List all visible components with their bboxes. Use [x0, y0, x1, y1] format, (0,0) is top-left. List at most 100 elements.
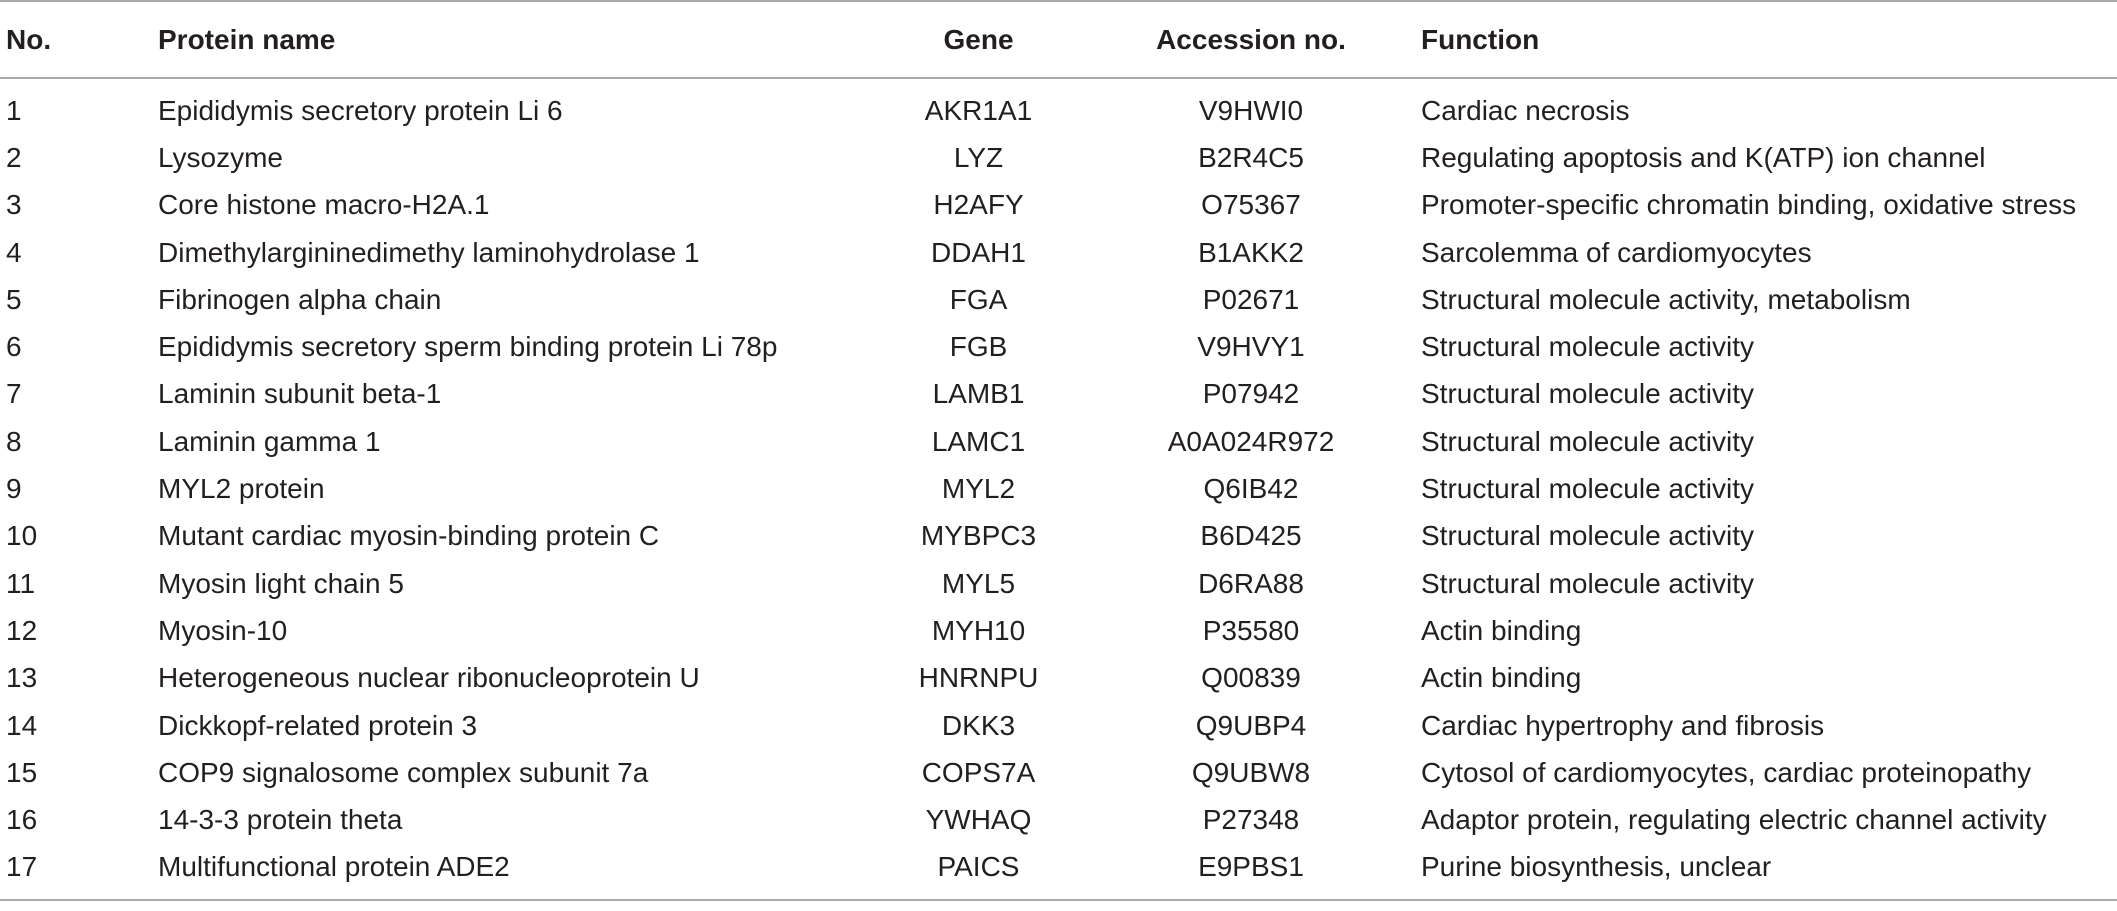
cell-no: 8 — [6, 425, 22, 457]
cell-accession: Q9UBP4 — [1195, 709, 1307, 741]
cell-function: Structural molecule activity — [1421, 425, 1755, 457]
cell-function: Actin binding — [1421, 614, 1582, 646]
cell-gene: MYL5 — [941, 567, 1016, 599]
cell-gene: YWHAQ — [925, 804, 1032, 836]
cell-protein-name: Lysozyme — [158, 141, 284, 173]
cell-gene: LAMB1 — [932, 378, 1025, 410]
cell-no: 4 — [6, 236, 22, 268]
cell-function: Structural molecule activity, metabolism — [1421, 283, 1911, 315]
cell-gene: AKR1A1 — [924, 94, 1033, 126]
table-row: 13 Heterogeneous nuclear ribonucleoprotei… — [0, 655, 2117, 702]
cell-accession: P02671 — [1202, 283, 1300, 315]
header-protein-name: Protein name — [158, 23, 336, 55]
cell-gene: MYH10 — [931, 614, 1026, 646]
cell-protein-name: Laminin gamma 1 — [158, 425, 381, 457]
cell-accession: B6D425 — [1200, 520, 1302, 552]
cell-protein-name: COP9 signalosome complex subunit 7a — [158, 756, 649, 788]
cell-function: Structural molecule activity — [1421, 567, 1755, 599]
cell-gene: HNRNPU — [918, 662, 1039, 694]
table-row: 11 Myosin light chain 5 MYL5 D6RA88 Structur… — [0, 560, 2117, 607]
cell-gene: FGB — [949, 331, 1008, 363]
table-row: 1 Epididymis secretory protein Li 6 AKR1A1… — [0, 78, 2117, 134]
cell-gene: COPS7A — [921, 756, 1036, 788]
cell-no: 12 — [6, 614, 38, 646]
table-row: 14 Dickkopf-related protein 3 DKK3 Q9UBP4 Ca… — [0, 702, 2117, 749]
cell-protein-name: Epididymis secretory sperm binding prote… — [158, 331, 778, 363]
table-row: 12 Myosin-10 MYH10 P35580 Actin binding — [0, 607, 2117, 654]
cell-accession: P35580 — [1202, 614, 1300, 646]
cell-function: Adaptor protein, regulating electric cha… — [1421, 804, 2047, 836]
cell-accession: D6RA88 — [1198, 567, 1304, 599]
cell-protein-name: 14-3-3 protein theta — [158, 804, 403, 836]
cell-gene: LAMC1 — [931, 425, 1026, 457]
cell-no: 9 — [6, 473, 22, 505]
table-body: 1 Epididymis secretory protein Li 6 AKR1A1… — [0, 78, 2117, 901]
cell-protein-name: Core histone macro-H2A.1 — [158, 189, 490, 221]
table-row: 16 14-3-3 protein theta YWHAQ P27348 Adaptor… — [0, 796, 2117, 843]
cell-no: 10 — [6, 520, 38, 552]
table-row: 17 Multifunctional protein ADE2 PAICS E9PBS… — [0, 844, 2117, 901]
table-row: 7 Laminin subunit beta-1 LAMB1 P07942 Struct… — [0, 371, 2117, 418]
cell-accession: Q9UBW8 — [1191, 756, 1311, 788]
cell-function: Cardiac hypertrophy and fibrosis — [1421, 709, 1825, 741]
table-row: 3 Core histone macro-H2A.1 H2AFY O75367 Prom… — [0, 182, 2117, 229]
cell-gene: H2AFY — [933, 189, 1024, 221]
cell-function: Cytosol of cardiomyocytes, cardiac prote… — [1421, 756, 2032, 788]
cell-protein-name: Laminin subunit beta-1 — [158, 378, 442, 410]
cell-accession: V9HVY1 — [1197, 331, 1305, 363]
table-row: 6 Epididymis secretory sperm binding prot… — [0, 323, 2117, 370]
table-row: 10 Mutant cardiac myosin-binding protein … — [0, 513, 2117, 560]
cell-no: 11 — [6, 567, 36, 599]
cell-gene: DKK3 — [941, 709, 1016, 741]
cell-gene: FGA — [949, 283, 1008, 315]
table-row: 2 Lysozyme LYZ B2R4C5 Regulating apoptosis a… — [0, 134, 2117, 181]
cell-no: 7 — [6, 378, 22, 410]
cell-gene: DDAH1 — [931, 236, 1026, 268]
cell-no: 6 — [6, 331, 22, 363]
cell-protein-name: Myosin light chain 5 — [158, 567, 404, 599]
cell-no: 1 — [6, 94, 22, 126]
cell-no: 5 — [6, 283, 22, 315]
cell-function: Structural molecule activity — [1421, 473, 1755, 505]
table-row: 4 Dimethylargininedimethy laminohydrolase… — [0, 229, 2117, 276]
cell-no: 15 — [6, 756, 38, 788]
header-gene: Gene — [943, 23, 1014, 55]
header-accession: Accession no. — [1156, 23, 1346, 55]
table-row: 15 COP9 signalosome complex subunit 7a COP… — [0, 749, 2117, 796]
cell-function: Regulating apoptosis and K(ATP) ion chan… — [1421, 141, 1986, 173]
cell-protein-name: Heterogeneous nuclear ribonucleoprotein … — [158, 662, 700, 694]
cell-gene: LYZ — [953, 141, 1004, 173]
cell-protein-name: MYL2 protein — [158, 473, 325, 505]
cell-function: Sarcolemma of cardiomyocytes — [1421, 236, 1812, 268]
cell-protein-name: Dickkopf-related protein 3 — [158, 709, 478, 741]
cell-no: 13 — [6, 662, 38, 694]
table-header: No. Protein name Gene Accession no. Func… — [0, 1, 2117, 78]
cell-accession: V9HWI0 — [1198, 94, 1304, 126]
cell-no: 14 — [6, 709, 38, 741]
cell-accession: A0A024R972 — [1167, 425, 1335, 457]
cell-protein-name: Mutant cardiac myosin-binding protein C — [158, 520, 660, 552]
cell-accession: B1AKK2 — [1198, 236, 1304, 268]
cell-gene: PAICS — [937, 851, 1020, 883]
header-row: No. Protein name Gene Accession no. Func… — [0, 1, 2117, 78]
cell-no: 2 — [6, 141, 22, 173]
cell-protein-name: Dimethylargininedimethy laminohydrolase … — [158, 236, 700, 268]
cell-protein-name: Myosin-10 — [158, 614, 288, 646]
cell-gene: MYBPC3 — [920, 520, 1037, 552]
cell-function: Actin binding — [1421, 662, 1582, 694]
cell-function: Purine biosynthesis, unclear — [1421, 851, 1772, 883]
cell-gene: MYL2 — [941, 473, 1016, 505]
cell-protein-name: Multifunctional protein ADE2 — [158, 851, 510, 883]
cell-accession: Q6IB42 — [1203, 473, 1299, 505]
cell-accession: O75367 — [1201, 189, 1301, 221]
table-row: 8 Laminin gamma 1 LAMC1 A0A024R972 Structura… — [0, 418, 2117, 465]
cell-function: Structural molecule activity — [1421, 378, 1755, 410]
cell-protein-name: Fibrinogen alpha chain — [158, 283, 442, 315]
header-no: No. — [6, 23, 52, 55]
table-row: 9 MYL2 protein MYL2 Q6IB42 Structural molecu… — [0, 465, 2117, 512]
cell-accession: Q00839 — [1201, 662, 1301, 694]
cell-function: Cardiac necrosis — [1421, 94, 1630, 126]
cell-accession: P07942 — [1202, 378, 1300, 410]
